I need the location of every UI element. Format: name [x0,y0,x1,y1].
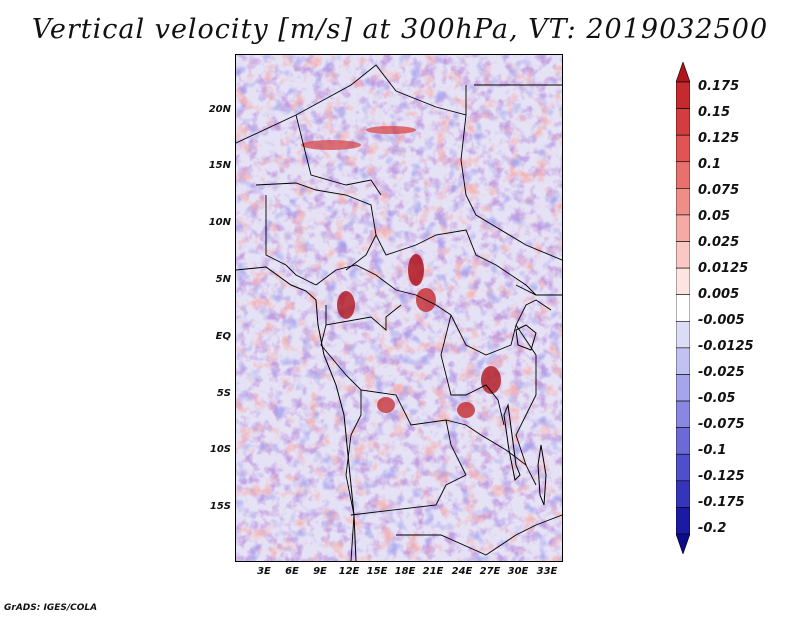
velocity-map [235,54,563,562]
ascent-core [408,254,424,286]
colorbar-segment [676,400,690,428]
colorbar-label: 0.05 [698,209,731,224]
lat-label: EQ [215,331,231,342]
coastline [236,266,357,561]
country-borders [236,64,562,561]
colorbar-label: 0.0125 [698,261,749,276]
colorbar-segment [676,294,690,322]
colorbar-segment [676,347,690,375]
colorbar-label: -0.2 [698,521,727,536]
colorbar-segment [676,214,690,242]
lat-label: 10S [209,444,231,455]
colorbar-segment [676,241,690,269]
ascent-core [337,291,355,319]
lon-label: 21E [422,566,444,577]
colorbar-segment [676,134,690,163]
lon-label: 33E [536,566,558,577]
colorbar-label: -0.075 [698,417,745,432]
colorbar-label: 0.005 [698,287,740,302]
lon-label: 24E [451,566,473,577]
lake-malawi [537,444,547,506]
colorbar-segment [676,374,690,402]
colorbar-label: 0.125 [698,131,740,146]
colorbar-label: 0.075 [698,183,740,198]
colorbar-segment [676,427,690,455]
colorbar-segment [676,161,690,189]
ascent-band [366,126,416,134]
lon-label: 30E [507,566,529,577]
colorbar-segment [676,62,690,83]
lat-label: 15S [209,501,231,512]
lon-label: 15E [366,566,388,577]
lon-label: 18E [394,566,416,577]
colorbar-segment [676,108,690,136]
lat-label: 10N [208,217,231,228]
lat-label: 5S [216,388,231,399]
colorbar-segment [676,320,690,349]
field-texture-c [236,55,562,561]
colorbar-label: 0.1 [698,157,722,172]
ascent-core [481,366,501,394]
ascent-core [457,402,475,418]
colorbar-segment [676,267,690,296]
colorbar-segment [676,453,690,482]
colorbar-segment [676,480,690,508]
lon-label: 9E [313,566,327,577]
colorbar-label: -0.175 [698,495,745,510]
lat-label: 5N [215,274,231,285]
lake-tanganyika [503,403,521,482]
lake-victoria [515,324,537,351]
colorbar-label: -0.025 [698,365,745,380]
lat-label: 15N [208,160,231,171]
colorbar [676,62,690,554]
colorbar-label: -0.1 [698,443,727,458]
colorbar-label: -0.0125 [698,339,754,354]
colorbar-segment [676,188,690,216]
ascent-band [301,140,361,150]
colorbar-label: 0.15 [698,105,731,120]
lon-label: 3E [257,566,271,577]
ascent-core [377,397,395,413]
colorbar-label: -0.05 [698,391,736,406]
lon-label: 27E [479,566,501,577]
colorbar-segment [676,507,690,535]
colorbar-segment [676,533,690,554]
grads-credit: GrADS: IGES/COLA [4,603,98,613]
colorbar-segment [676,81,690,109]
map-title: Vertical velocity [m/s] at 300hPa, VT: 2… [31,14,769,45]
colorbar-label: -0.125 [698,469,745,484]
colorbar-label: 0.175 [698,79,740,94]
lat-label: 20N [208,104,231,115]
colorbar-label: 0.025 [698,235,740,250]
lon-label: 6E [285,566,299,577]
colorbar-label: -0.005 [698,313,745,328]
lon-label: 12E [338,566,360,577]
